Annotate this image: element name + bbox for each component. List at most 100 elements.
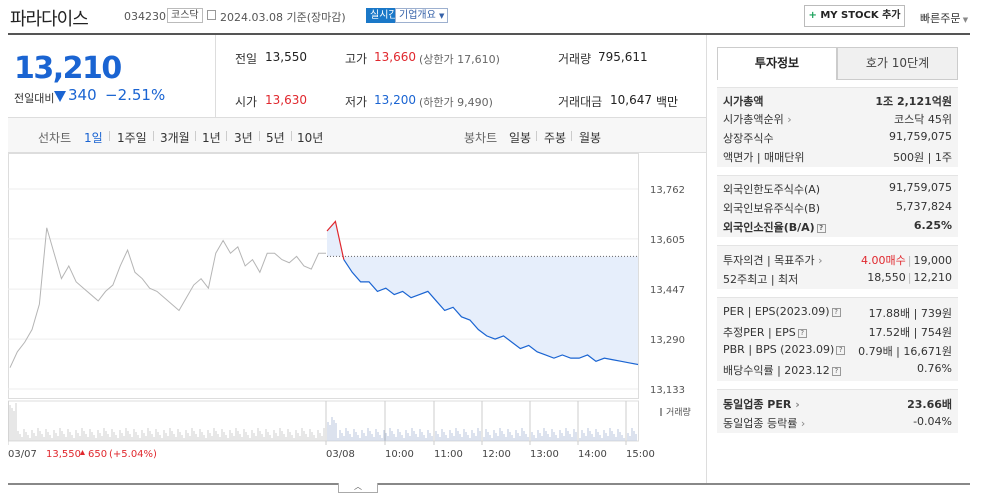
info-key: 동일업종 PER › [723, 398, 800, 411]
company-overview-dropdown[interactable]: 기업개요 ▼ [395, 8, 449, 23]
help-icon[interactable]: ? [797, 328, 807, 338]
low-label: 저가 [345, 95, 368, 109]
period-selector: 선차트 1일 1주일 3개월 1년 3년 5년 10년 봉차트 일봉 주봉 월봉 [8, 118, 706, 153]
open-value: 13,630 [265, 93, 307, 107]
period-separator [536, 131, 537, 141]
x-tick-label: 15:00 [626, 449, 655, 460]
volume-value: 795,611 [598, 50, 648, 64]
help-icon[interactable]: ? [816, 223, 826, 233]
industry-group: 동일업종 PER › 23.66배 동일업종 등락률 › -0.04% [717, 389, 958, 433]
info-key: 동일업종 등락률 › [723, 417, 806, 430]
period-10y[interactable]: 10년 [297, 131, 324, 145]
market-badge: 코스닥 [167, 8, 203, 23]
y-tick-label: 13,447 [650, 285, 685, 296]
upper-limit: (상한가 17,610) [419, 53, 500, 66]
period-separator [109, 131, 110, 141]
candle-monthly[interactable]: 월봉 [579, 131, 602, 145]
change-amount: 340 [68, 86, 97, 104]
up-arrow-icon [80, 450, 85, 455]
x-tick-label: 10:00 [385, 449, 414, 460]
today-line-down [343, 259, 639, 366]
company-name[interactable]: 파라다이스 [10, 9, 89, 30]
info-row[interactable]: 동일업종 PER › 23.66배 [717, 394, 958, 413]
info-value: 4.00매수 | 19,000 [861, 254, 952, 267]
period-separator [259, 131, 260, 141]
candle-weekly[interactable]: 주봉 [544, 131, 567, 145]
info-value: 23.66배 [907, 398, 952, 411]
volume-legend-swatch [660, 408, 662, 416]
info-row: 외국인한도주식수(A) 91,759,075 [717, 179, 958, 198]
price-summary: 13,210 전일대비 340 −2.51% 전일 13,550 고가 13,6… [8, 35, 706, 118]
period-1y[interactable]: 1년 [202, 131, 221, 145]
chevron-down-icon: ▼ [960, 16, 969, 24]
calendar-icon [207, 10, 216, 20]
info-value: 6.25% [913, 219, 952, 232]
bottom-divider [8, 483, 970, 485]
info-row[interactable]: 외국인소진율(B/A)? 6.25% [717, 217, 958, 236]
info-row[interactable]: 추정PER | EPS? 17.52배 | 754원 [717, 322, 958, 341]
quick-order-label: 빠른주문 [920, 12, 961, 25]
period-3m[interactable]: 3개월 [160, 131, 190, 145]
help-icon[interactable]: ? [836, 345, 846, 355]
intraday-chart[interactable]: 13,762 13,605 13,447 13,290 13,133 거래량 03/07 03… [8, 153, 706, 483]
market-cap-group: 시가총액 1조 2,121억원 시가총액순위 › 코스닥 45위 상장주식수 91,7… [717, 87, 958, 167]
x-tick-label: 11:00 [434, 449, 463, 460]
panel-divider [706, 35, 707, 483]
volume-legend-label: 거래량 [666, 406, 691, 418]
info-row: 외국인보유주식수(B) 5,737,824 [717, 198, 958, 217]
period-1w[interactable]: 1주일 [117, 131, 147, 145]
high-label: 고가 [345, 52, 368, 66]
info-row[interactable]: PER | EPS(2023.09)? 17.88배 | 739원 [717, 303, 958, 322]
info-row[interactable]: PBR | BPS (2023.09)? 0.79배 | 16,671원 [717, 341, 958, 360]
candle-chart-label: 봉차트 [464, 131, 498, 145]
plus-icon: + [808, 10, 817, 21]
help-icon[interactable]: ? [831, 366, 841, 376]
chevron-right-icon: › [791, 398, 800, 411]
info-row[interactable]: 시가총액순위 › 코스닥 45위 [717, 109, 958, 128]
prev-close-label: 전일 [235, 52, 258, 66]
chevron-up-icon: ︿ [354, 482, 362, 491]
line-chart-label: 선차트 [38, 131, 72, 145]
foreign-ownership-group: 외국인한도주식수(A) 91,759,075 외국인보유주식수(B) 5,737,8… [717, 175, 958, 237]
info-key: PBR | BPS (2023.09)? [723, 343, 846, 356]
y-tick-label: 13,133 [650, 385, 685, 396]
current-price: 13,210 [14, 51, 122, 86]
info-row[interactable]: 투자의견 | 목표주가 › 4.00매수 | 19,000 [717, 250, 958, 269]
add-mystock-button[interactable]: + MY STOCK 추가 [804, 5, 905, 27]
chart-frame [8, 153, 639, 399]
chart-canvas: 13,762 13,605 13,447 13,290 13,133 거래량 03/07 03… [8, 153, 691, 460]
x-tick-label: 12:00 [482, 449, 511, 460]
prev-day-change: 650 [88, 449, 107, 460]
info-key: 배당수익률 | 2023.12? [723, 362, 841, 378]
amount-label: 거래대금 [558, 95, 603, 109]
tab-orderbook-10[interactable]: 호가 10단계 [837, 47, 958, 80]
collapse-toggle-button[interactable]: ︿ [338, 483, 378, 493]
tab-investment-info[interactable]: 투자정보 [717, 47, 837, 80]
period-separator [153, 131, 154, 141]
mystock-label: MY STOCK 추가 [820, 10, 901, 21]
today-line-up [326, 220, 345, 260]
info-key: 상장주식수 [723, 132, 774, 145]
info-value: 0.76% [917, 362, 952, 375]
prev-day-change-pct: (+5.04%) [109, 449, 157, 460]
period-1d[interactable]: 1일 [84, 131, 103, 145]
down-arrow-icon [54, 91, 66, 102]
summary-divider [215, 35, 216, 118]
volume-label: 거래량 [558, 52, 592, 66]
help-icon[interactable]: ? [831, 307, 841, 317]
info-row: 시가총액 1조 2,121억원 [717, 91, 958, 110]
info-value: 500원 | 1주 [893, 151, 952, 164]
prev-close-value: 13,550 [265, 50, 307, 64]
x-tick-label: 14:00 [578, 449, 607, 460]
period-5y[interactable]: 5년 [266, 131, 285, 145]
info-row[interactable]: 동일업종 등락률 › -0.04% [717, 413, 958, 432]
quick-order-button[interactable]: 빠른주문 ▼ [920, 10, 968, 26]
prev-day-line [9, 227, 326, 368]
info-row[interactable]: 배당수익률 | 2023.12? 0.76% [717, 360, 958, 379]
change-label: 전일대비 [14, 92, 55, 105]
info-key: 액면가 | 매매단위 [723, 151, 805, 164]
stock-header: 파라다이스 034230 코스닥 2024.03.08 기준(장마감) 실시간 … [0, 0, 983, 32]
candle-daily[interactable]: 일봉 [509, 131, 532, 145]
period-3y[interactable]: 3년 [234, 131, 253, 145]
info-key: 52주최고 | 최저 [723, 273, 799, 286]
